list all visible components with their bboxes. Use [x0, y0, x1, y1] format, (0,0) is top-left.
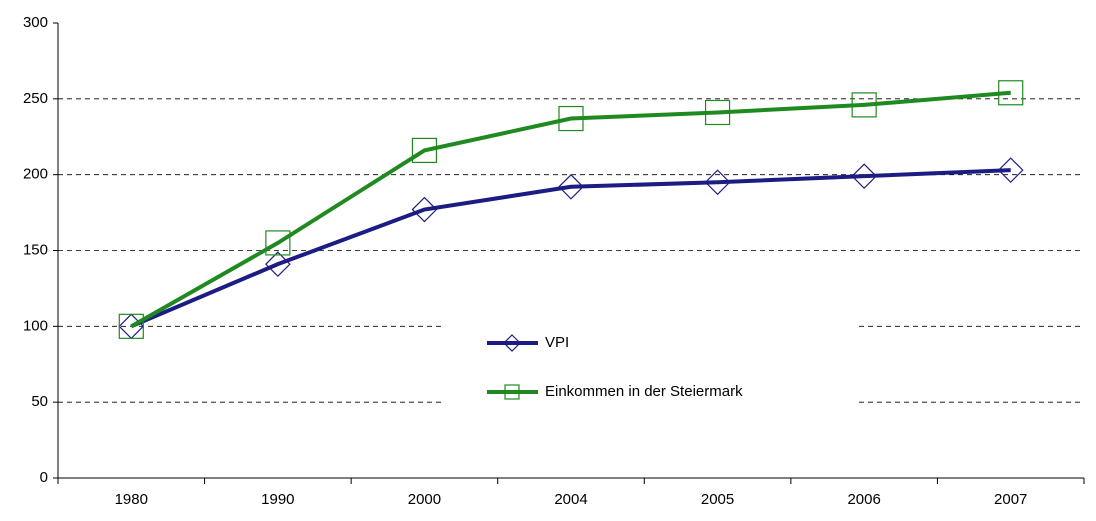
marker: [851, 163, 877, 190]
marker: [118, 313, 144, 339]
legend-label: VPI: [545, 334, 569, 351]
marker: [265, 251, 291, 277]
x-tick-label: 2004: [554, 491, 587, 508]
x-tick-label: 2000: [408, 491, 441, 508]
marker: [265, 230, 291, 256]
y-tick-label: 250: [23, 90, 48, 107]
marker: [411, 137, 438, 163]
marker: [411, 196, 438, 223]
x-tick-label: 2005: [701, 491, 734, 508]
marker: [504, 384, 520, 400]
x-tick-label: 2006: [847, 491, 880, 508]
marker: [704, 99, 731, 126]
series-line: [130, 168, 1011, 329]
x-tick-label: 2007: [994, 491, 1027, 508]
y-tick-label: 0: [40, 469, 48, 486]
marker: [998, 80, 1024, 106]
y-tick-label: 200: [23, 166, 48, 183]
marker: [851, 92, 877, 118]
legend-label: Einkommen in der Steiermark: [545, 383, 743, 400]
marker: [704, 169, 731, 196]
x-tick-label: 1980: [115, 491, 148, 508]
marker: [997, 157, 1024, 183]
y-tick-label: 150: [23, 241, 48, 258]
marker: [558, 105, 584, 132]
series-line: [130, 90, 1011, 329]
y-tick-label: 100: [23, 317, 48, 334]
legend: [442, 318, 856, 410]
marker: [503, 334, 521, 352]
y-tick-label: 50: [31, 393, 48, 410]
y-tick-label: 300: [23, 14, 48, 31]
x-tick-label: 1990: [261, 491, 294, 508]
marker: [558, 173, 584, 200]
